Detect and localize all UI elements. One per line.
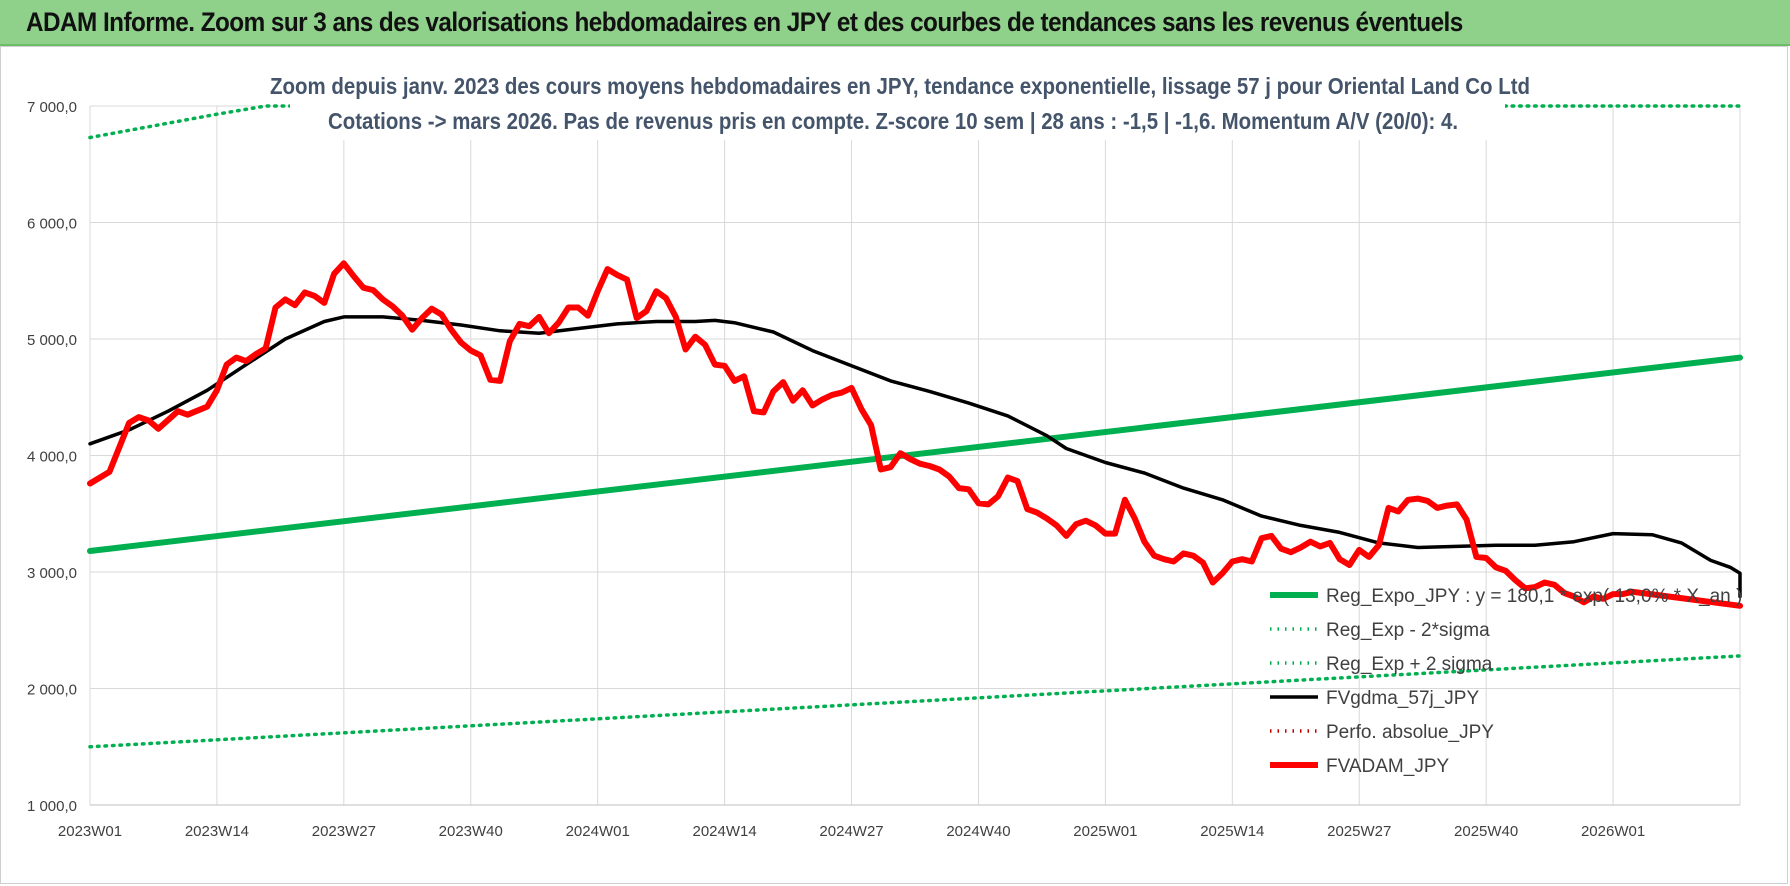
- y-tick-label: 4 000,0: [27, 449, 77, 466]
- series-line-1: [88, 654, 1742, 749]
- chart-title-line-2: Cotations -> mars 2026. Pas de revenus p…: [328, 108, 1458, 134]
- x-tick-label: 2023W14: [185, 823, 249, 840]
- series-line-0: [87, 354, 1743, 554]
- x-tick-label: 2025W01: [1073, 823, 1137, 840]
- chart-title-line-1: Zoom depuis janv. 2023 des cours moyens …: [270, 73, 1530, 99]
- chart-frame: [0, 46, 1788, 884]
- chart-series: [87, 80, 1743, 749]
- y-axis-ticks: 1 000,0 2 000,0 3 000,0 4 000,0 5 000,0 6 000…: [27, 99, 77, 815]
- header-banner: ADAM Informe. Zoom sur 3 ans des valoris…: [0, 0, 1790, 46]
- series-line-3: [88, 315, 1742, 599]
- x-tick-label: 2023W01: [58, 823, 122, 840]
- x-axis-ticks: 2023W01 2023W14 2023W27 2023W40 2024W01 2024W…: [58, 823, 1645, 840]
- page-title: ADAM Informe. Zoom sur 3 ans des valoris…: [26, 7, 1463, 37]
- legend-label: FVgdma_57j_JPY: [1326, 688, 1479, 709]
- x-tick-label: 2024W14: [693, 823, 757, 840]
- y-tick-label: 7 000,0: [27, 99, 77, 116]
- x-tick-label: 2024W01: [566, 823, 630, 840]
- legend: Reg_Expo_JPY : y = 180,1 * exp( 13,0% * …: [1270, 586, 1742, 777]
- x-tick-label: 2026W01: [1581, 823, 1645, 840]
- y-tick-label: 5 000,0: [27, 332, 77, 349]
- x-tick-label: 2023W27: [312, 823, 376, 840]
- legend-label: Reg_Expo_JPY : y = 180,1 * exp( 13,0% * …: [1326, 586, 1742, 607]
- legend-label: FVADAM_JPY: [1326, 756, 1450, 777]
- x-tick-label: 2025W14: [1200, 823, 1264, 840]
- title-backdrop: [290, 80, 1505, 140]
- y-tick-label: 3 000,0: [27, 565, 77, 582]
- y-tick-label: 2 000,0: [27, 682, 77, 699]
- chart-title: Zoom depuis janv. 2023 des cours moyens …: [270, 73, 1530, 134]
- legend-label: Reg_Exp + 2 sigma: [1326, 654, 1493, 675]
- y-tick-label: 6 000,0: [27, 216, 77, 233]
- x-tick-label: 2025W27: [1327, 823, 1391, 840]
- x-tick-label: 2025W40: [1454, 823, 1518, 840]
- x-tick-label: 2024W40: [946, 823, 1010, 840]
- legend-label: Perfo. absolue_JPY: [1326, 722, 1494, 743]
- y-tick-label: 1 000,0: [27, 798, 77, 815]
- x-tick-label: 2023W40: [439, 823, 503, 840]
- x-tick-label: 2024W27: [819, 823, 883, 840]
- series-line-4: [87, 260, 1743, 609]
- legend-label: Reg_Exp - 2*sigma: [1326, 620, 1490, 641]
